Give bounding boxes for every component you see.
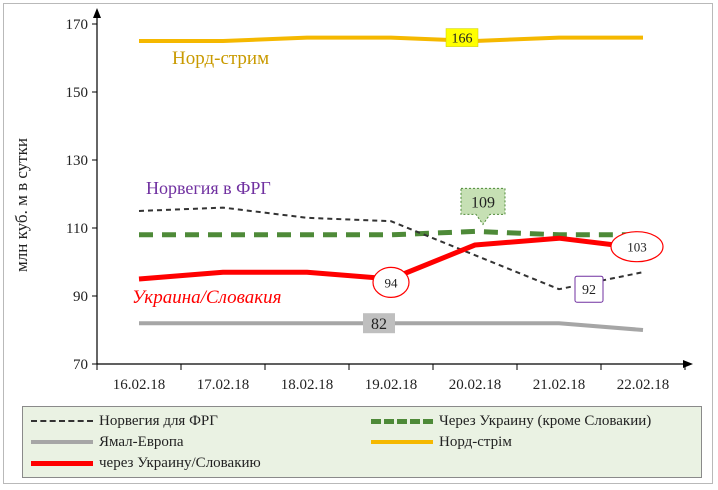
series-line-norway xyxy=(138,206,644,291)
x-tick-label: 19.02.18 xyxy=(365,377,418,393)
legend-swatch-yamal xyxy=(31,440,93,444)
legend-swatch-nord xyxy=(371,440,433,444)
x-tick-label: 21.02.18 xyxy=(533,377,586,393)
ukr-svk-value-1: 94 xyxy=(385,275,399,290)
y-tick-label: 170 xyxy=(66,17,89,33)
legend: Норвегия для ФРГ Через Украину (кроме Сл… xyxy=(22,406,702,478)
ukr-svk-value-2: 103 xyxy=(627,240,647,255)
ukr-svk-value-1-ellipse xyxy=(372,266,410,298)
y-tick-label: 150 xyxy=(66,85,89,101)
legend-item-ukr-excl: Через Украину (кроме Словакии) xyxy=(371,411,651,431)
chart-frame xyxy=(3,3,713,484)
legend-item-ukr-svk: через Украину/Словакию xyxy=(31,453,261,473)
ukr-excl-value-callout xyxy=(460,187,506,226)
label-nord: Норд-стрим xyxy=(172,48,269,69)
ukr-excl-value: 109 xyxy=(471,194,495,211)
axes: 70 90 110 130 150 170 16.02.18 17.02.18 18.02.18… xyxy=(66,8,693,393)
y-tick-label: 110 xyxy=(66,221,88,237)
y-axis-arrow xyxy=(93,8,101,18)
legend-swatch-ukr-svk xyxy=(31,460,93,466)
legend-label-nord: Норд-стрім xyxy=(439,433,512,450)
yamal-value: 82 xyxy=(371,316,387,333)
legend-label-ukr-svk: через Украину/Словакию xyxy=(99,454,261,471)
series-line-ukr_excl xyxy=(139,228,643,238)
legend-label-ukr-excl: Через Украину (кроме Словакии) xyxy=(439,412,652,429)
nord-value-box xyxy=(445,28,479,47)
legend-label-yamal: Ямал-Европа xyxy=(99,433,184,450)
annotations: Норд-стрим Норвегия в ФРГ Украина/Словакия… xyxy=(132,28,664,334)
norway-value: 92 xyxy=(582,283,596,298)
label-norway: Норвегия в ФРГ xyxy=(146,178,271,198)
norway-value-box xyxy=(574,275,604,303)
x-tick-label: 20.02.18 xyxy=(449,377,502,393)
legend-swatch-ukr-excl xyxy=(371,418,433,424)
series-line-nord xyxy=(139,35,643,43)
legend-item-yamal: Ямал-Европа xyxy=(31,432,184,452)
ukr-svk-value-2-ellipse xyxy=(610,231,664,263)
y-tick-label: 70 xyxy=(73,357,88,373)
x-tick-label: 16.02.18 xyxy=(113,377,166,393)
legend-item-nord: Норд-стрім xyxy=(371,432,512,452)
legend-label-norway: Норвегия для ФРГ xyxy=(99,412,218,429)
x-tick-label: 18.02.18 xyxy=(281,377,334,393)
legend-item-norway: Норвегия для ФРГ xyxy=(31,411,218,431)
y-axis-label: млн куб. м в сутки xyxy=(12,138,31,272)
legend-swatch-norway xyxy=(31,420,93,422)
y-tick-label: 130 xyxy=(66,153,89,169)
x-tick-label: 22.02.18 xyxy=(617,377,670,393)
y-axis-label-text: млн куб. м в сутки xyxy=(12,138,31,272)
label-ukr-svk: Украина/Словакия xyxy=(132,287,281,308)
y-tick-label: 90 xyxy=(73,289,88,305)
x-tick-label: 17.02.18 xyxy=(197,377,250,393)
yamal-value-box xyxy=(363,313,395,334)
nord-value: 166 xyxy=(452,32,473,47)
